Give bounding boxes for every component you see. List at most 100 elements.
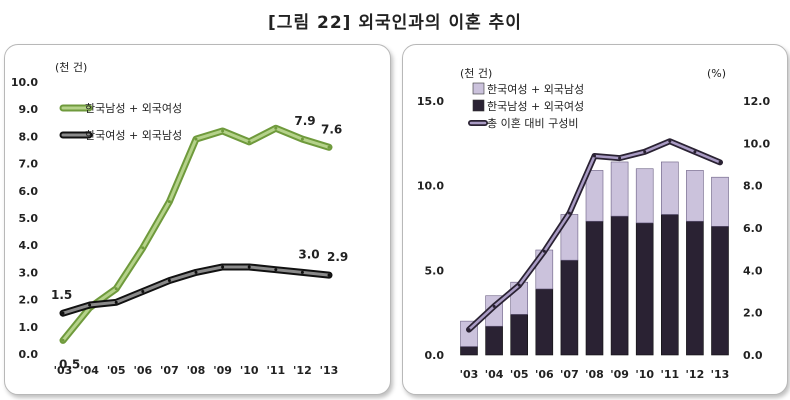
data-point [194, 270, 198, 274]
ratio-point [517, 283, 521, 287]
y2-tick-label: 6.0 [743, 222, 763, 235]
legend-label: 한국남성 + 외국여성 [85, 102, 182, 115]
data-point [274, 268, 278, 272]
data-point [61, 338, 65, 342]
x-tick-label: '12 [293, 364, 312, 377]
data-label: 7.9 [294, 114, 315, 128]
data-point [247, 140, 251, 144]
x-tick-label: '07 [160, 364, 179, 377]
y2-tick-label: 10.0 [743, 137, 770, 150]
left-line-chart: (천 건) 0.0 1.0 2.0 3.0 4.0 5.0 6.0 7.0 8.0 9.0 10.0 '… [11, 60, 348, 377]
data-point [274, 126, 278, 130]
y2-tick-label: 4.0 [743, 264, 763, 277]
bar-korean-men-foreign-women [535, 288, 554, 356]
x-tick-label: '09 [213, 364, 232, 377]
x-tick-label: '13 [320, 364, 339, 377]
legend-label: 한국여성 + 외국남성 [487, 83, 584, 96]
x-tick-label: '06 [133, 364, 152, 377]
legend-label: 한국남성 + 외국여성 [487, 100, 584, 113]
data-label: 3.0 [298, 247, 319, 261]
y-tick-label: 6.0 [19, 185, 39, 198]
data-point [141, 246, 145, 250]
legend-label: 한국여성 + 외국남성 [85, 129, 182, 142]
ratio-point [643, 150, 647, 154]
data-point [141, 289, 145, 293]
ratio-point [467, 328, 471, 332]
x-tick-label: '08 [585, 368, 604, 381]
bar-korean-women-foreign-men [686, 170, 704, 222]
bar-korean-men-foreign-women [510, 314, 528, 356]
y-tick-label: 3.0 [19, 266, 39, 279]
ratio-point [542, 249, 546, 253]
x-tick-label: '04 [485, 368, 504, 381]
right-axis-unit: (%) [707, 67, 726, 80]
data-point [114, 287, 118, 291]
data-label: 0.5 [59, 357, 80, 371]
y-tick-label: 4.0 [19, 239, 39, 252]
x-tick-label: '11 [266, 364, 285, 377]
data-point [61, 311, 65, 315]
data-point [114, 300, 118, 304]
y-tick-label: 7.0 [19, 158, 39, 171]
x-tick-label: '10 [635, 368, 654, 381]
left-axis-unit: (천 건) [460, 66, 492, 80]
bar-korean-men-foreign-women [686, 220, 704, 356]
y-tick-label: 1.0 [19, 321, 39, 334]
data-label: 1.5 [51, 288, 72, 302]
y2-tick-label: 8.0 [743, 180, 763, 193]
ratio-point [693, 150, 697, 154]
data-point [300, 270, 304, 274]
bar-korean-men-foreign-women [485, 325, 503, 356]
data-label: 2.9 [327, 250, 348, 264]
y-tick-label: 2.0 [19, 294, 39, 307]
x-tick-label: '10 [240, 364, 259, 377]
x-tick-label: '05 [107, 364, 126, 377]
y-tick-label: 8.0 [19, 130, 39, 143]
series-line-korean-men-foreign-women [61, 126, 331, 342]
y-tick-label: 9.0 [19, 103, 39, 116]
bar-korean-men-foreign-women [460, 346, 478, 356]
x-tick-label: '08 [187, 364, 206, 377]
y-axis-unit: (천 건) [55, 60, 87, 74]
x-tick-label: '12 [686, 368, 705, 381]
x-tick-label: '13 [711, 368, 730, 381]
bar-korean-women-foreign-men [635, 168, 654, 224]
data-point [88, 303, 92, 307]
y2-tick-label: 2.0 [743, 307, 763, 320]
bar-korean-men-foreign-women [660, 214, 679, 356]
right-bar-line-chart: (천 건) (%) 0.0 5.0 10.0 15.0 0.0 2.0 4.0 6.0 8.0 10.… [417, 66, 771, 381]
data-point [221, 265, 225, 269]
y2-tick-label: 0.0 [743, 349, 763, 362]
x-tick-label: '04 [80, 364, 99, 377]
legend-label: 총 이혼 대비 구성비 [487, 117, 578, 130]
page-title: [그림 22] 외국인과의 이혼 추이 [268, 13, 522, 33]
ratio-point [668, 139, 672, 143]
y-tick-label: 10.0 [417, 180, 444, 193]
y-tick-label: 5.0 [425, 264, 445, 277]
data-point [167, 279, 171, 283]
data-label: 7.6 [321, 122, 342, 136]
y-tick-label: 5.0 [19, 212, 39, 225]
ratio-point [718, 160, 722, 164]
bar-korean-women-foreign-men [660, 161, 679, 215]
y-tick-label: 0.0 [19, 348, 39, 361]
data-point [327, 273, 331, 277]
x-tick-label: '03 [460, 368, 479, 381]
ratio-point [492, 304, 496, 308]
x-tick-label: '05 [510, 368, 529, 381]
bar-korean-men-foreign-women [711, 226, 729, 356]
ratio-point [567, 211, 571, 215]
data-point [221, 129, 225, 133]
series-line-outline [59, 124, 333, 344]
data-point [247, 265, 251, 269]
data-point [167, 200, 171, 204]
y-tick-label: 0.0 [425, 349, 445, 362]
x-tick-label: '09 [610, 368, 629, 381]
data-point [194, 137, 198, 141]
bar-korean-men-foreign-women [635, 222, 654, 356]
right-chart-panel: (천 건) (%) 0.0 5.0 10.0 15.0 0.0 2.0 4.0 6.0 8.0 10.… [402, 44, 788, 395]
bar-korean-men-foreign-women [585, 220, 604, 356]
y-tick-label: 15.0 [417, 95, 444, 108]
legend-swatch [472, 99, 485, 112]
x-tick-label: '07 [560, 368, 579, 381]
